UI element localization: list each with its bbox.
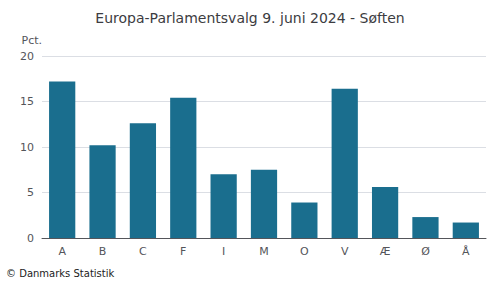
svg-text:V: V [341, 245, 349, 258]
svg-text:I: I [222, 245, 225, 258]
svg-text:Pct.: Pct. [22, 34, 43, 47]
svg-text:O: O [300, 245, 309, 258]
svg-text:15: 15 [20, 95, 34, 108]
svg-text:10: 10 [20, 141, 34, 154]
svg-text:C: C [139, 245, 147, 258]
svg-text:© Danmarks Statistik: © Danmarks Statistik [6, 268, 115, 279]
svg-text:Europa-Parlamentsvalg 9. juni: Europa-Parlamentsvalg 9. juni 2024 - Søf… [95, 10, 404, 26]
svg-text:20: 20 [20, 50, 34, 63]
svg-text:Æ: Æ [380, 245, 391, 258]
svg-text:M: M [259, 245, 269, 258]
svg-text:B: B [99, 245, 107, 258]
svg-text:Ø: Ø [421, 245, 430, 258]
svg-text:F: F [180, 245, 186, 258]
svg-text:5: 5 [27, 186, 34, 199]
svg-text:A: A [58, 245, 66, 258]
svg-text:Å: Å [462, 245, 470, 258]
svg-text:0: 0 [27, 232, 34, 245]
